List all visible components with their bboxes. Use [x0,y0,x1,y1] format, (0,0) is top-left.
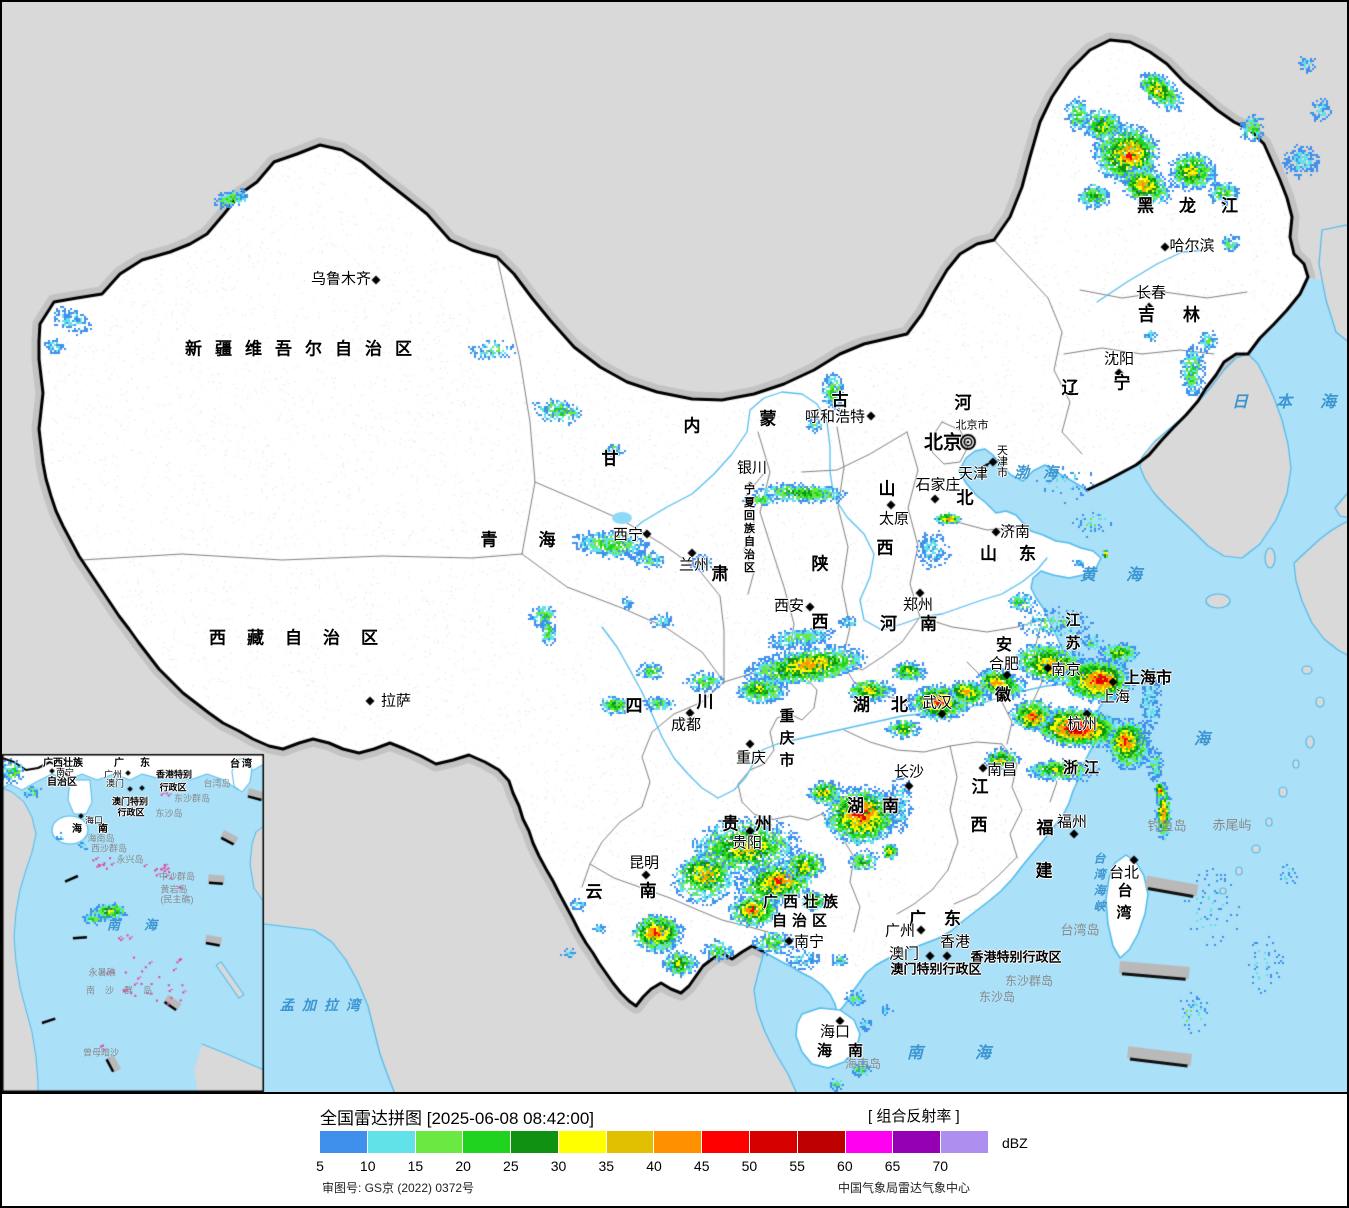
colorbar [320,1131,988,1153]
colorbar-tick-70: 70 [932,1158,949,1174]
legend-product-label: [ 组合反射率 ] [868,1108,960,1125]
colorbar-swatch-40 [654,1131,702,1153]
legend-panel: 全国雷达拼图 [2025-06-08 08:42:00] [ 组合反射率 ] 5… [2,1094,1347,1206]
legend-title: 全国雷达拼图 [2025-06-08 08:42:00] [320,1109,595,1128]
colorbar-swatch-30 [558,1131,606,1153]
colorbar-swatch-65 [893,1131,941,1153]
colorbar-tick-5: 5 [316,1158,324,1174]
colorbar-tick-60: 60 [837,1158,853,1174]
radar-map: 新疆维吾尔自治区 西藏自治区青海甘肃内蒙古宁夏回族自治区陕西山西河北山东 河南 江苏安… [2,2,1347,1094]
colorbar-tick-10: 10 [359,1158,376,1174]
colorbar-swatch-45 [702,1131,750,1153]
colorbar-tick-55: 55 [789,1158,805,1174]
colorbar-tick-40: 40 [646,1158,662,1174]
colorbar-swatch-10 [367,1131,415,1153]
colorbar-tick-15: 15 [407,1158,424,1174]
colorbar-tick-45: 45 [693,1158,710,1174]
map-canvas [2,2,1347,1092]
colorbar-tick-65: 65 [884,1158,901,1174]
colorbar-tick-25: 25 [503,1158,519,1174]
map-approval-number: 审图号: GS京 (2022) 0372号 [322,1181,475,1195]
colorbar-tick-20: 20 [455,1158,471,1174]
colorbar-swatch-25 [511,1131,558,1153]
colorbar-tick-30: 30 [550,1158,567,1174]
colorbar-swatch-70 [941,1131,988,1153]
colorbar-ticks: 5 10 15 20 25 30 35 40 45 50 55 60 65 70 [316,1158,988,1176]
credit-label: 中国气象局雷达气象中心 [838,1181,971,1195]
colorbar-tick-35: 35 [598,1158,615,1174]
colorbar-tick-50: 50 [741,1158,758,1174]
colorbar-swatch-5 [320,1131,367,1153]
colorbar-swatch-35 [606,1131,654,1153]
colorbar-swatch-20 [463,1131,511,1153]
colorbar-swatch-60 [845,1131,893,1153]
colorbar-swatch-50 [750,1131,797,1153]
colorbar-swatch-55 [797,1131,845,1153]
colorbar-swatch-15 [415,1131,463,1153]
dbz-unit-label: dBZ [1002,1135,1028,1151]
